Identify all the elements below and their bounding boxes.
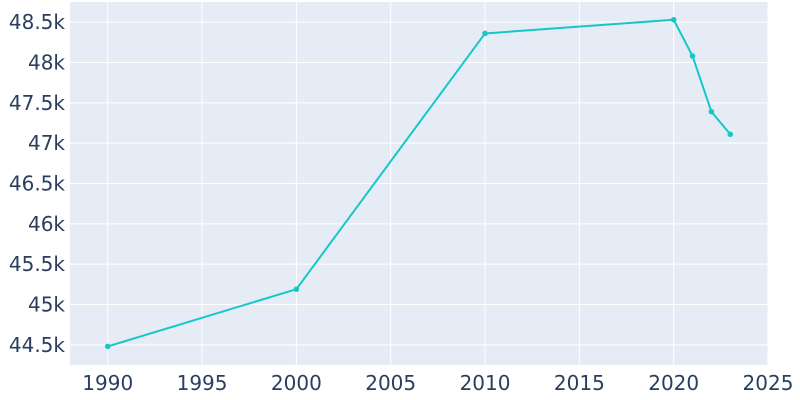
x-tick-label: 2010 (460, 371, 511, 395)
y-axis: 44.5k 45k 45.5k 46k 46.5k 47k 47.5k 48k 48.5k (9, 10, 66, 357)
x-tick-label: 2025 (743, 371, 794, 395)
x-tick-label: 2005 (365, 371, 416, 395)
data-point (727, 131, 734, 138)
y-tick-label: 45k (28, 293, 65, 317)
y-tick-label: 45.5k (9, 252, 66, 276)
y-tick-label: 44.5k (9, 333, 66, 357)
y-tick-label: 46.5k (9, 172, 66, 196)
data-point (104, 343, 111, 350)
y-tick-label: 47k (28, 131, 65, 155)
y-tick-label: 48k (28, 51, 65, 75)
y-tick-label: 47.5k (9, 91, 66, 115)
data-point (670, 16, 677, 23)
x-tick-label: 1990 (82, 371, 133, 395)
y-tick-label: 48.5k (9, 10, 66, 34)
x-tick-label: 2000 (271, 371, 322, 395)
x-axis: 1990 1995 2000 2005 2010 2015 2020 2025 (82, 371, 793, 395)
x-tick-label: 2020 (648, 371, 699, 395)
data-point (293, 286, 300, 292)
data-point (708, 108, 715, 115)
series-group (104, 16, 734, 350)
data-point (482, 30, 488, 37)
y-tick-label: 46k (28, 212, 65, 236)
data-point (689, 53, 696, 59)
x-tick-label: 1995 (177, 371, 228, 395)
y-gridlines (70, 21, 768, 346)
x-tick-label: 2015 (554, 371, 605, 395)
